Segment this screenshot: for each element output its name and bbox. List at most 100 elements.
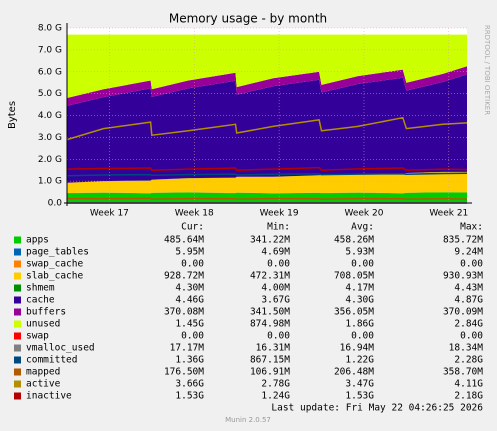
legend-stat: 0.00: [181, 259, 204, 270]
legend-stat: 1.86G: [345, 319, 374, 330]
legend-stat: 176.50M: [164, 367, 204, 378]
side-text: RRDTOOL / TOBI OETIKER: [483, 25, 491, 115]
chart-title: Memory usage - by month: [169, 12, 327, 26]
legend-stat: 4.87G: [454, 295, 483, 306]
y-tick-label: 6.0 G: [38, 67, 62, 77]
y-tick-label: 4.0 G: [38, 111, 62, 121]
line: [66, 166, 468, 171]
legend-swatch: [14, 392, 21, 400]
legend-stat: 2.18G: [454, 391, 483, 402]
legend-swatch: [14, 248, 21, 256]
legend-swatch: [14, 236, 21, 244]
legend-stat: 17.17M: [170, 343, 205, 354]
legend-stat: 0.00: [267, 331, 290, 342]
y-tick-label: 0.0: [48, 199, 63, 209]
legend-stat: 5.93M: [345, 247, 374, 258]
legend-stat: 835.72M: [443, 235, 483, 246]
y-tick-label: 2.0 G: [38, 155, 62, 165]
legend-stat: 0.00: [351, 331, 374, 342]
legend-stat: 341.50M: [250, 307, 290, 318]
legend-stat: 1.36G: [175, 355, 204, 366]
legend-label: swap: [26, 331, 49, 342]
legend-label: unused: [26, 319, 60, 330]
legend-label: inactive: [26, 391, 72, 402]
legend-stat: 3.66G: [175, 379, 204, 390]
legend-stat: 1.53G: [175, 391, 204, 402]
legend-stat: 2.28G: [454, 355, 483, 366]
column-header: Cur:: [181, 222, 204, 233]
legend-label: slab_cache: [26, 271, 83, 282]
legend-stat: 874.98M: [250, 319, 290, 330]
legend-swatch: [14, 356, 21, 364]
legend-stat: 18.34M: [449, 343, 484, 354]
y-tick-label: 5.0 G: [38, 89, 62, 99]
legend-stat: 4.11G: [454, 379, 483, 390]
legend-stat: 206.48M: [334, 367, 374, 378]
version: Munin 2.0.57: [225, 416, 271, 424]
legend-stat: 2.84G: [454, 319, 483, 330]
legend-label: swap_cache: [26, 259, 83, 270]
legend-stat: 106.91M: [250, 367, 290, 378]
line: [66, 116, 468, 141]
legend-label: shmem: [26, 283, 55, 294]
legend-label: apps: [26, 235, 49, 246]
column-header: Min:: [267, 222, 290, 233]
legend-swatch: [14, 332, 21, 340]
x-tick-label: Week 20: [344, 209, 383, 219]
legend-stat: 358.70M: [443, 367, 483, 378]
legend-stat: 0.00: [351, 259, 374, 270]
x-tick-label: Week 21: [429, 209, 468, 219]
legend-stat: 5.95M: [175, 247, 204, 258]
legend-stat: 9.24M: [454, 247, 483, 258]
legend-stat: 0.00: [181, 331, 204, 342]
area: [67, 192, 467, 203]
y-tick-label: 1.0 G: [38, 177, 62, 187]
legend-stat: 4.43M: [454, 283, 483, 294]
legend-stat: 4.46G: [175, 295, 204, 306]
legend-stat: 4.30G: [345, 295, 374, 306]
legend-stat: 928.72M: [164, 271, 204, 282]
legend-stat: 4.17M: [345, 283, 374, 294]
legend-label: committed: [26, 355, 77, 366]
x-tick-label: Week 18: [175, 209, 214, 219]
legend-swatch: [14, 344, 21, 352]
legend-label: active: [26, 379, 61, 390]
line: [66, 172, 468, 177]
legend-label: buffers: [26, 307, 66, 318]
area: [67, 34, 467, 98]
y-axis-label: Bytes: [7, 101, 18, 129]
footer: Last update: Fri May 22 04:26:25 2026: [271, 403, 483, 414]
legend-stat: 0.00: [460, 259, 483, 270]
legend-stat: 4.30M: [175, 283, 204, 294]
y-tick-label: 3.0 G: [38, 133, 62, 143]
line: [66, 197, 468, 200]
x-tick-label: Week 19: [260, 209, 299, 219]
column-header: Max:: [460, 222, 483, 233]
legend-stat: 370.08M: [164, 307, 204, 318]
area: [67, 192, 467, 194]
legend-stat: 356.05M: [334, 307, 374, 318]
legend-stat: 341.22M: [250, 235, 290, 246]
legend-stat: 370.09M: [443, 307, 483, 318]
legend-stat: 1.22G: [345, 355, 374, 366]
legend-stat: 16.94M: [340, 343, 375, 354]
x-tick-label: Week 17: [90, 209, 129, 219]
legend-label: cache: [26, 295, 55, 306]
legend-label: mapped: [26, 367, 60, 378]
legend-stat: 2.78G: [261, 379, 290, 390]
area: [67, 172, 467, 194]
legend-stat: 0.00: [267, 259, 290, 270]
legend-stat: 867.15M: [250, 355, 290, 366]
legend-swatch: [14, 368, 21, 376]
y-tick-label: 8.0 G: [38, 24, 62, 34]
legend-stat: 458.26M: [334, 235, 374, 246]
legend-swatch: [14, 296, 21, 304]
legend-swatch: [14, 284, 21, 292]
legend-swatch: [14, 320, 21, 328]
legend-stat: 3.47G: [345, 379, 374, 390]
legend-label: page_tables: [26, 247, 89, 258]
legend-stat: 1.53G: [345, 391, 374, 402]
legend-stat: 930.93M: [443, 271, 483, 282]
column-header: Avg:: [351, 222, 374, 233]
y-tick-label: 7.0 G: [38, 45, 62, 55]
